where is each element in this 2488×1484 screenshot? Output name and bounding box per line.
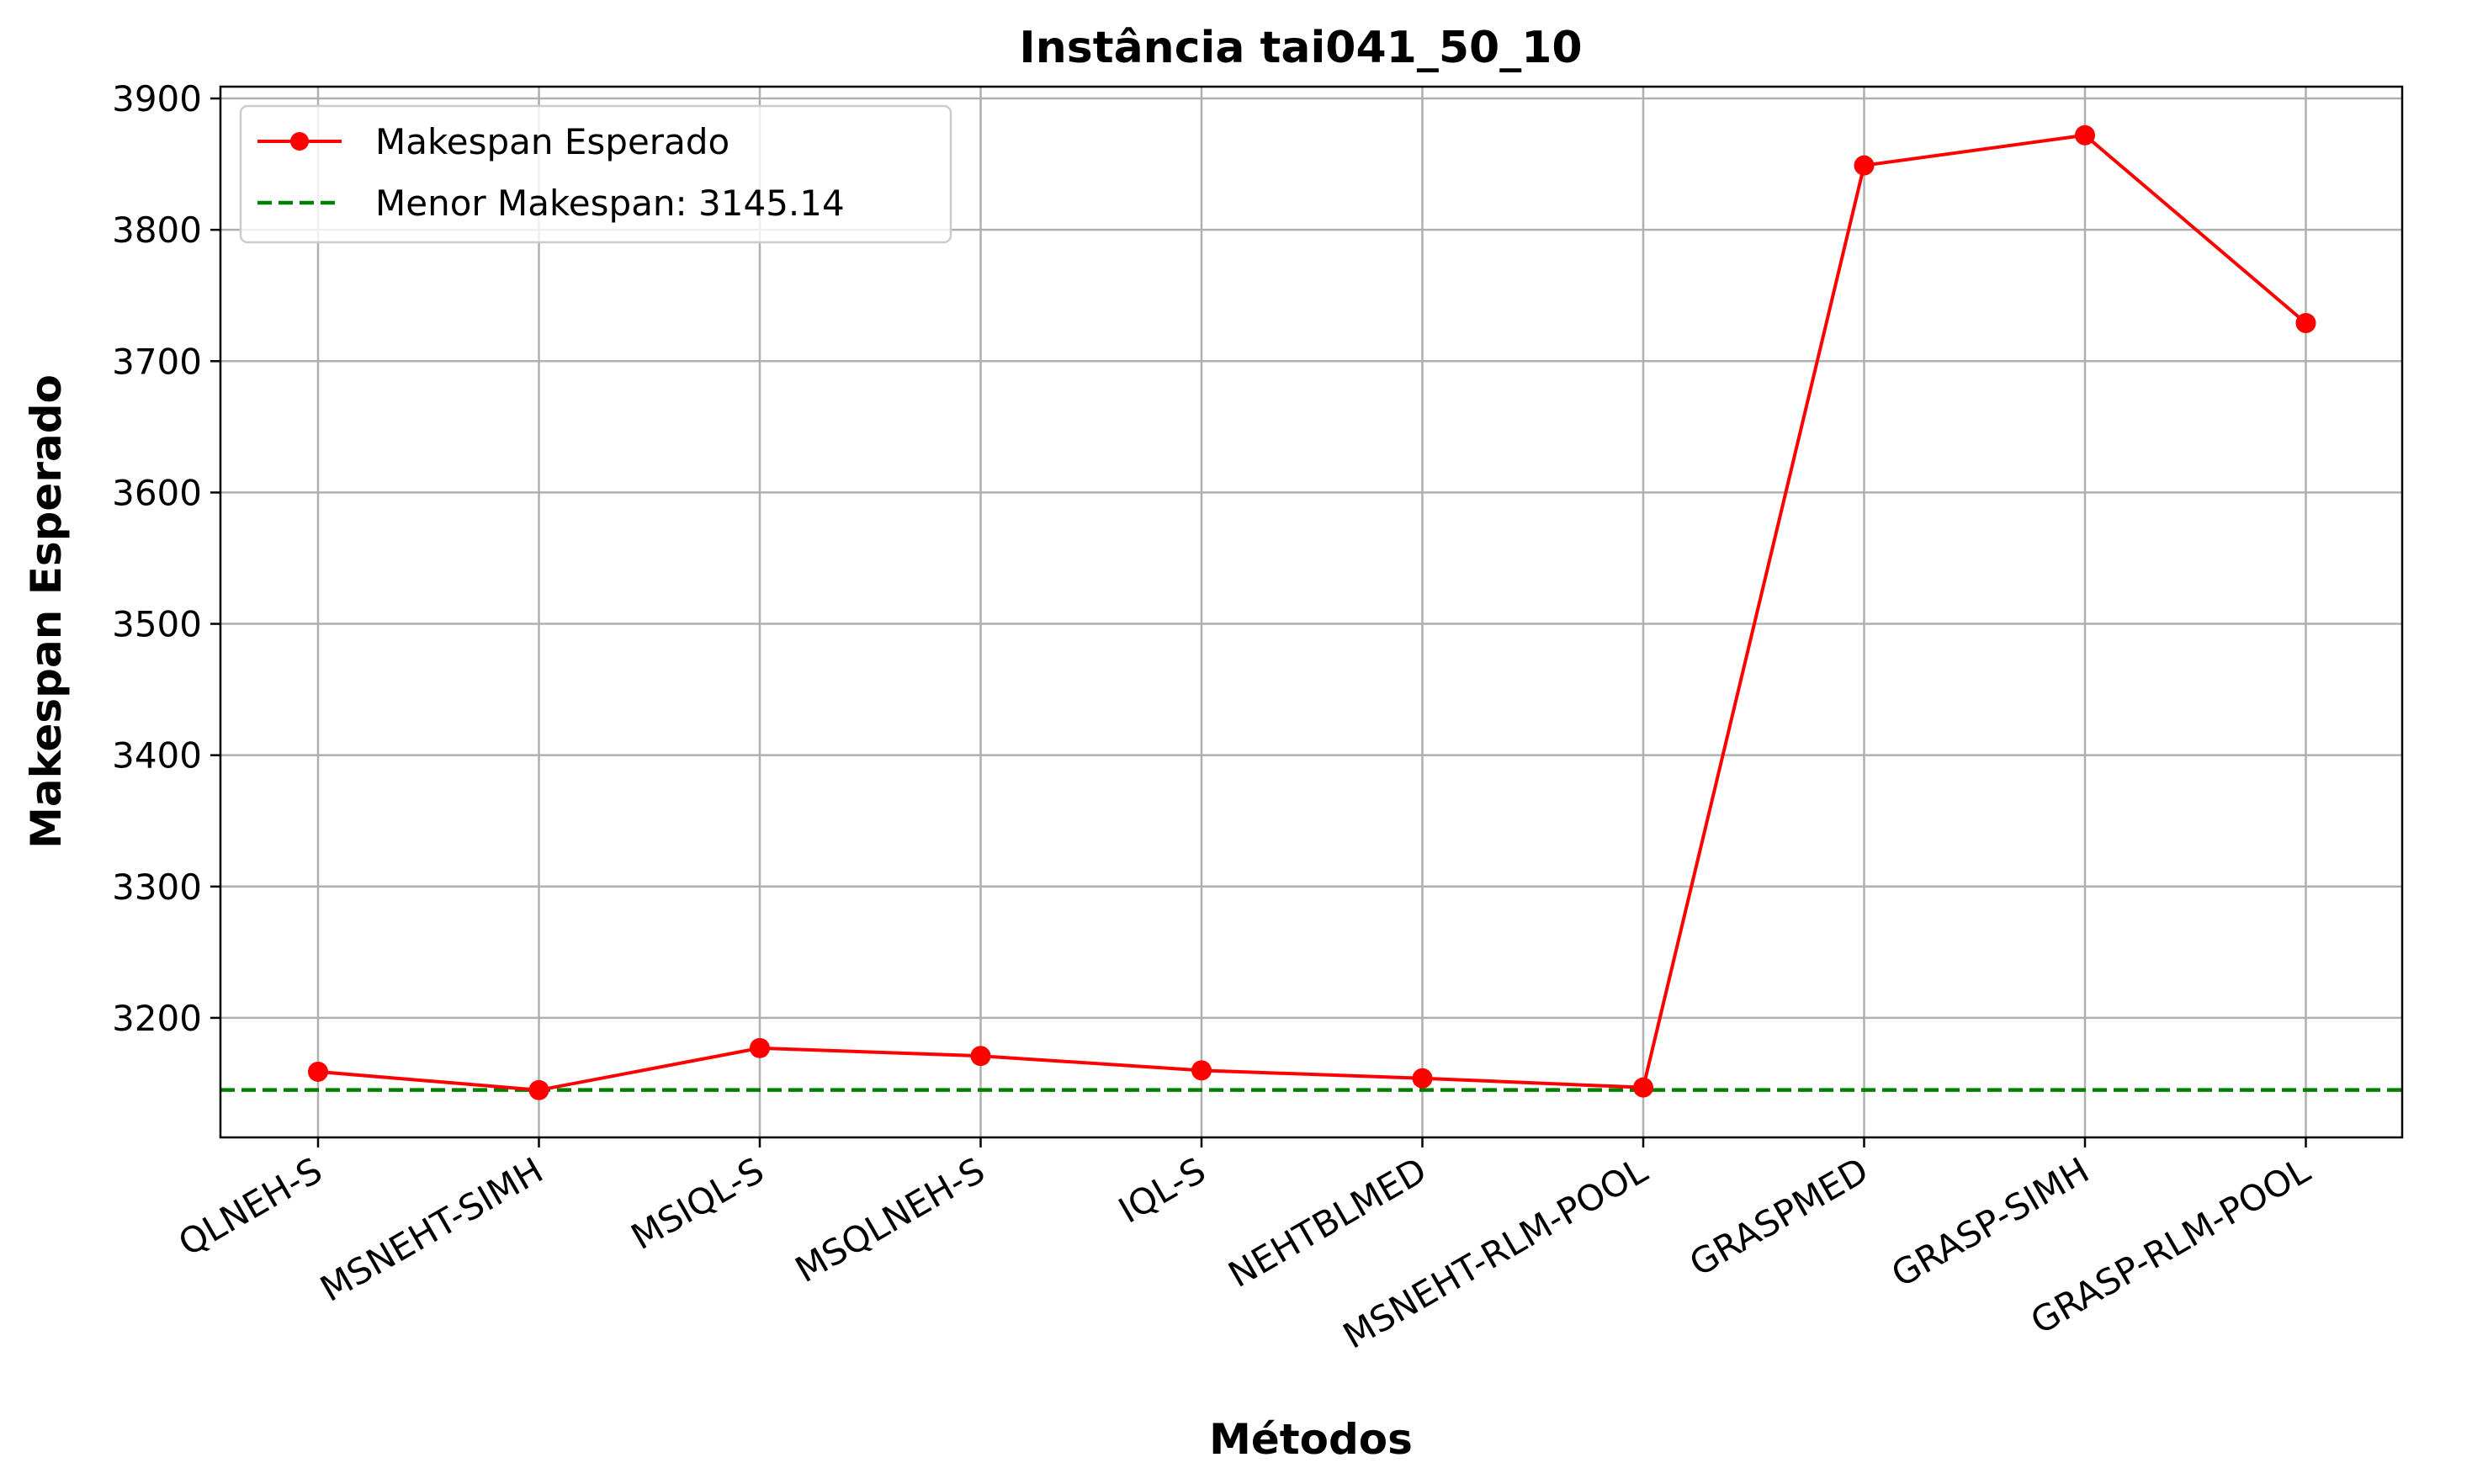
legend-marker-sample: [290, 132, 309, 151]
grid-lines: [220, 87, 2402, 1137]
legend-box: [239, 104, 952, 244]
y-axis-label: Makespan Esperado: [22, 374, 71, 849]
y-tick-label: 3500: [112, 604, 202, 645]
plot-frame: [219, 85, 2404, 1139]
data-point-marker: [1412, 1068, 1433, 1089]
data-point-marker: [528, 1079, 549, 1100]
legend: Makespan Esperado Menor Makespan: 3145.1…: [239, 104, 952, 244]
y-tick-label: 3800: [112, 209, 202, 251]
legend-label-reference: Menor Makespan: 3145.14: [375, 183, 845, 224]
y-tick-label: 3700: [112, 341, 202, 382]
data-point-marker: [2295, 313, 2316, 334]
data-point-marker: [308, 1061, 328, 1082]
chart-title: Instância tai041_50_10: [1019, 23, 1582, 73]
data-point-marker: [1191, 1060, 1212, 1081]
y-axis-ticks: 3200 3300 3400 3500 3600 3700 3800 3900: [112, 78, 220, 1039]
data-point-marker: [970, 1046, 991, 1067]
y-tick-label: 3300: [112, 867, 202, 908]
y-tick-label: 3200: [112, 998, 202, 1039]
y-tick-label: 3400: [112, 735, 202, 776]
data-point-marker: [1633, 1077, 1653, 1098]
data-point-marker: [2075, 125, 2095, 146]
data-point-marker: [750, 1037, 770, 1058]
y-tick-label: 3900: [112, 78, 202, 119]
series-markers: [308, 125, 2316, 1100]
x-axis-label: Métodos: [1209, 1415, 1413, 1464]
y-tick-label: 3600: [112, 472, 202, 513]
data-point-marker: [1854, 155, 1875, 176]
series-line-makespan-esperado: [317, 133, 2307, 1092]
legend-label-series: Makespan Esperado: [375, 121, 729, 162]
